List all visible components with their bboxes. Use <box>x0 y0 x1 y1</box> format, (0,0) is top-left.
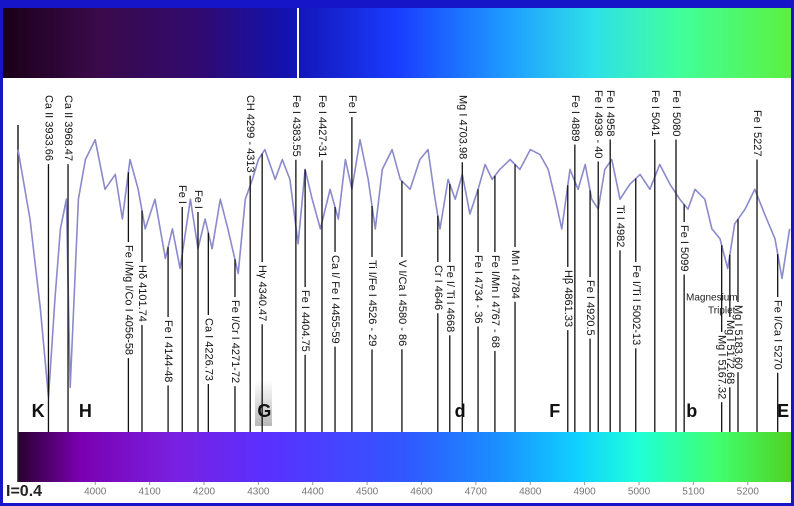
line-label: Hγ 4340.47 <box>256 265 268 321</box>
note-text: Triplet <box>708 306 736 317</box>
line-label: Fe I 4889 <box>569 95 581 141</box>
spectrum-bar <box>18 432 794 482</box>
line-label: Fe I 4920.5 <box>584 280 596 336</box>
note-text: Magnesium <box>686 293 738 304</box>
line-label: Fe I 5041 <box>649 90 661 136</box>
top-spectrum-band <box>3 8 791 78</box>
line-label: Ca I/ Fe I 4455-59 <box>329 255 341 344</box>
line-label: Hδ 4101.74 <box>136 265 148 322</box>
line-label: Fe I 4427-31 <box>316 95 328 157</box>
line-label: Ti I 4982 <box>614 205 626 247</box>
intensity-label: I=0.4 <box>6 483 42 500</box>
line-label: Ti I/Fe I 4526 - 29 <box>366 260 378 346</box>
line-label: Fe I <box>346 95 358 114</box>
fraunhofer-letter: b <box>686 401 697 421</box>
page: {"chart_data": { "type": "line", "intens… <box>0 0 794 506</box>
line-label: Fe I 5080 <box>670 90 682 136</box>
fraunhofer-letter: H <box>79 401 92 421</box>
x-tick-label: 4700 <box>465 487 488 498</box>
x-tick-label: 4300 <box>247 487 270 498</box>
line-label: Fe I/ Ti I 4668 <box>444 265 456 332</box>
x-tick-label: 4200 <box>193 487 216 498</box>
line-label: Fe I/Mn I 4767 - 68 <box>489 255 501 348</box>
x-tick-label: 4100 <box>138 487 161 498</box>
fraunhofer-letter: F <box>549 401 560 421</box>
line-label: Cr I 4646 <box>432 265 444 310</box>
line-label: V I/Ca I 4580 - 86 <box>396 260 408 346</box>
line-label: Fe I <box>176 185 188 204</box>
x-tick-label: 4000 <box>84 487 107 498</box>
line-label: Hβ 4861.33 <box>562 270 574 327</box>
line-label: Fe I 5099 <box>678 225 690 271</box>
line-label: Fe I 4404.75 <box>299 290 311 352</box>
line-label: Fe I 4144-48 <box>162 320 174 382</box>
line-label: Fe I/Ti I 5002-13 <box>630 265 642 345</box>
line-label: Fe I 4938 - 40 <box>592 90 604 159</box>
x-tick-label: 4400 <box>302 487 325 498</box>
line-label: Ca II 3968.47 <box>62 95 74 161</box>
line-label: Fe I/Cr I 4271-72 <box>229 300 241 383</box>
fraunhofer-letter: G <box>257 401 271 421</box>
x-tick-label: 5100 <box>682 487 705 498</box>
fraunhofer-letter: K <box>32 401 45 421</box>
x-tick-label: 4900 <box>574 487 597 498</box>
line-label: Ca I 4226.73 <box>202 318 214 381</box>
x-tick-label: 4500 <box>356 487 379 498</box>
line-label: CH 4299 - 4313 <box>244 95 256 173</box>
fraunhofer-letter: d <box>455 401 466 421</box>
line-label: Ca II 3933.66 <box>42 95 54 161</box>
line-label: Fe I/Ca I 5270 <box>772 300 784 370</box>
line-label: Fe I 4958 <box>604 90 616 136</box>
x-tick-label: 4800 <box>519 487 542 498</box>
line-label: Fe I/Mg I/Co I 4056-58 <box>122 245 134 355</box>
line-label: Fe I 4383.55 <box>290 95 302 157</box>
line-label: Mn I 4784 <box>509 250 521 299</box>
line-label: Fe I 4734 - 36 <box>472 255 484 323</box>
fraunhofer-letter: E <box>777 401 789 421</box>
line-label: Fe I <box>192 190 204 209</box>
x-tick-label: 4600 <box>410 487 433 498</box>
x-tick-label: 5000 <box>628 487 651 498</box>
x-tick-label: 5200 <box>737 487 760 498</box>
line-label: Mg I 4703.98 <box>456 95 468 159</box>
chart: I=0.4 4000 4100 4200 4300 4400 4500 4600 4700 48… <box>0 0 794 506</box>
line-label: Fe I 5227 <box>751 110 763 156</box>
top-bar <box>0 0 794 8</box>
